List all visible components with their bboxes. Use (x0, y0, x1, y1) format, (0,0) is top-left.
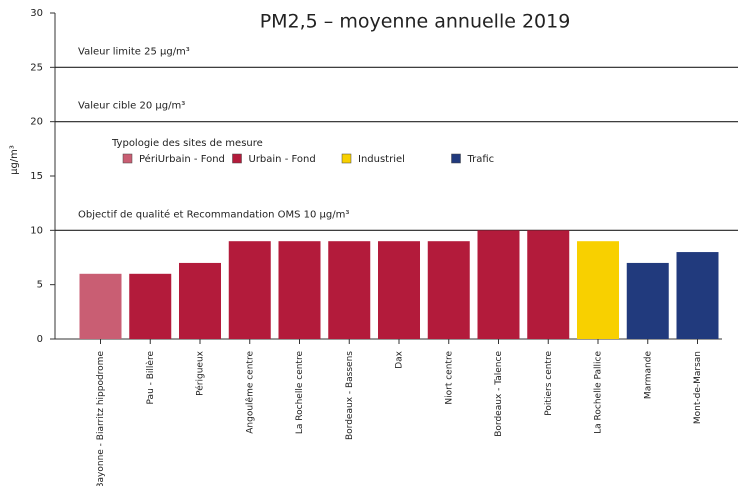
y-tick-label: 25 (30, 62, 43, 73)
x-tick-label: Bordeaux - Bassens (345, 351, 355, 440)
legend-label: Trafic (467, 154, 495, 165)
bar (378, 241, 420, 339)
bar (477, 230, 520, 339)
x-tick-label: Mont-de-Marsan (693, 351, 703, 424)
y-tick-label: 10 (30, 225, 43, 236)
reference-label: Valeur cible 20 µg/m³ (78, 101, 185, 112)
x-tick-label: Bayonne - Biarritz hippodrome (96, 351, 106, 486)
bar (79, 273, 122, 339)
reference-label: Valeur limite 25 µg/m³ (78, 46, 190, 57)
x-tick-label: Niort centre (444, 351, 454, 405)
y-tick-label: 5 (37, 280, 43, 291)
legend-title: Typologie des sites de mesure (111, 138, 263, 149)
bar (527, 230, 570, 339)
bar (427, 241, 470, 339)
x-tick-label: Pau - Billère (145, 351, 156, 405)
bar (228, 241, 271, 339)
x-tick-label: Périgueux (195, 350, 206, 396)
bar (129, 273, 172, 339)
x-tick-label: Bordeaux - Talence (494, 351, 504, 437)
bar (278, 241, 321, 339)
bar (626, 262, 669, 339)
y-tick-label: 0 (37, 334, 43, 345)
y-tick-label: 20 (30, 117, 43, 128)
chart-title: PM2,5 – moyenne annuelle 2019 (260, 11, 571, 33)
x-tick-label: Marmande (643, 351, 653, 400)
legend-swatch (451, 153, 461, 164)
y-tick-label: 30 (30, 8, 43, 19)
legend-swatch (122, 153, 133, 164)
x-tick-label: Dax (395, 350, 405, 368)
bar (179, 262, 221, 339)
y-tick-label: 15 (30, 171, 43, 182)
legend-label: Urbain - Fond (249, 154, 316, 165)
legend-swatch (232, 153, 242, 164)
x-tick-label: La Rochelle centre (295, 351, 305, 435)
reference-label: Objectif de qualité et Recommandation OM… (78, 208, 349, 220)
bar (577, 241, 619, 339)
x-tick-label: Angoulême centre (244, 351, 255, 434)
bar (328, 241, 371, 339)
bar (676, 252, 719, 339)
legend-swatch (341, 153, 352, 164)
legend-label: Industriel (358, 154, 405, 165)
legend-label: PériUrbain - Fond (139, 153, 225, 165)
y-axis-label: µg/m³ (9, 145, 20, 175)
x-tick-label: Poitiers centre (544, 351, 554, 416)
x-tick-label: La Rochelle Pallice (594, 351, 604, 434)
